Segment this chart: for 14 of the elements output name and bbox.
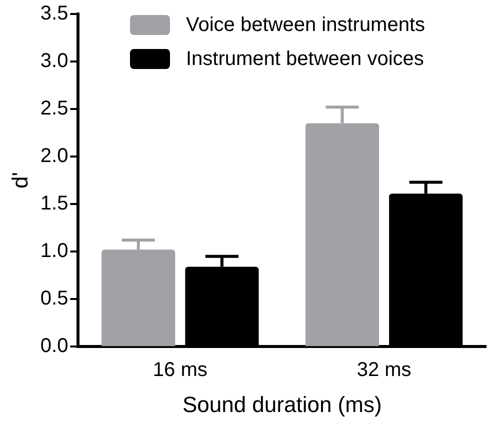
y-tick-label: 2.5 <box>40 98 68 120</box>
legend-label: Instrument between voices <box>186 48 424 70</box>
x-tick-label: 32 ms <box>356 359 412 382</box>
y-tick-label: 2.0 <box>40 145 68 168</box>
x-axis-title: Sound duration (ms) <box>182 392 382 417</box>
y-tick-label: 3.5 <box>40 2 68 25</box>
y-tick-label: 1.5 <box>40 192 68 215</box>
x-tick-label: 16 ms <box>152 359 208 382</box>
y-tick-label: 3.0 <box>40 50 68 72</box>
y-tick-label: 0.0 <box>40 335 68 358</box>
y-tick-label: 1.0 <box>40 240 68 262</box>
legend-label: Voice between instruments <box>186 14 426 36</box>
y-axis-title: d' <box>7 172 32 189</box>
y-tick-label: 0.5 <box>40 288 68 310</box>
